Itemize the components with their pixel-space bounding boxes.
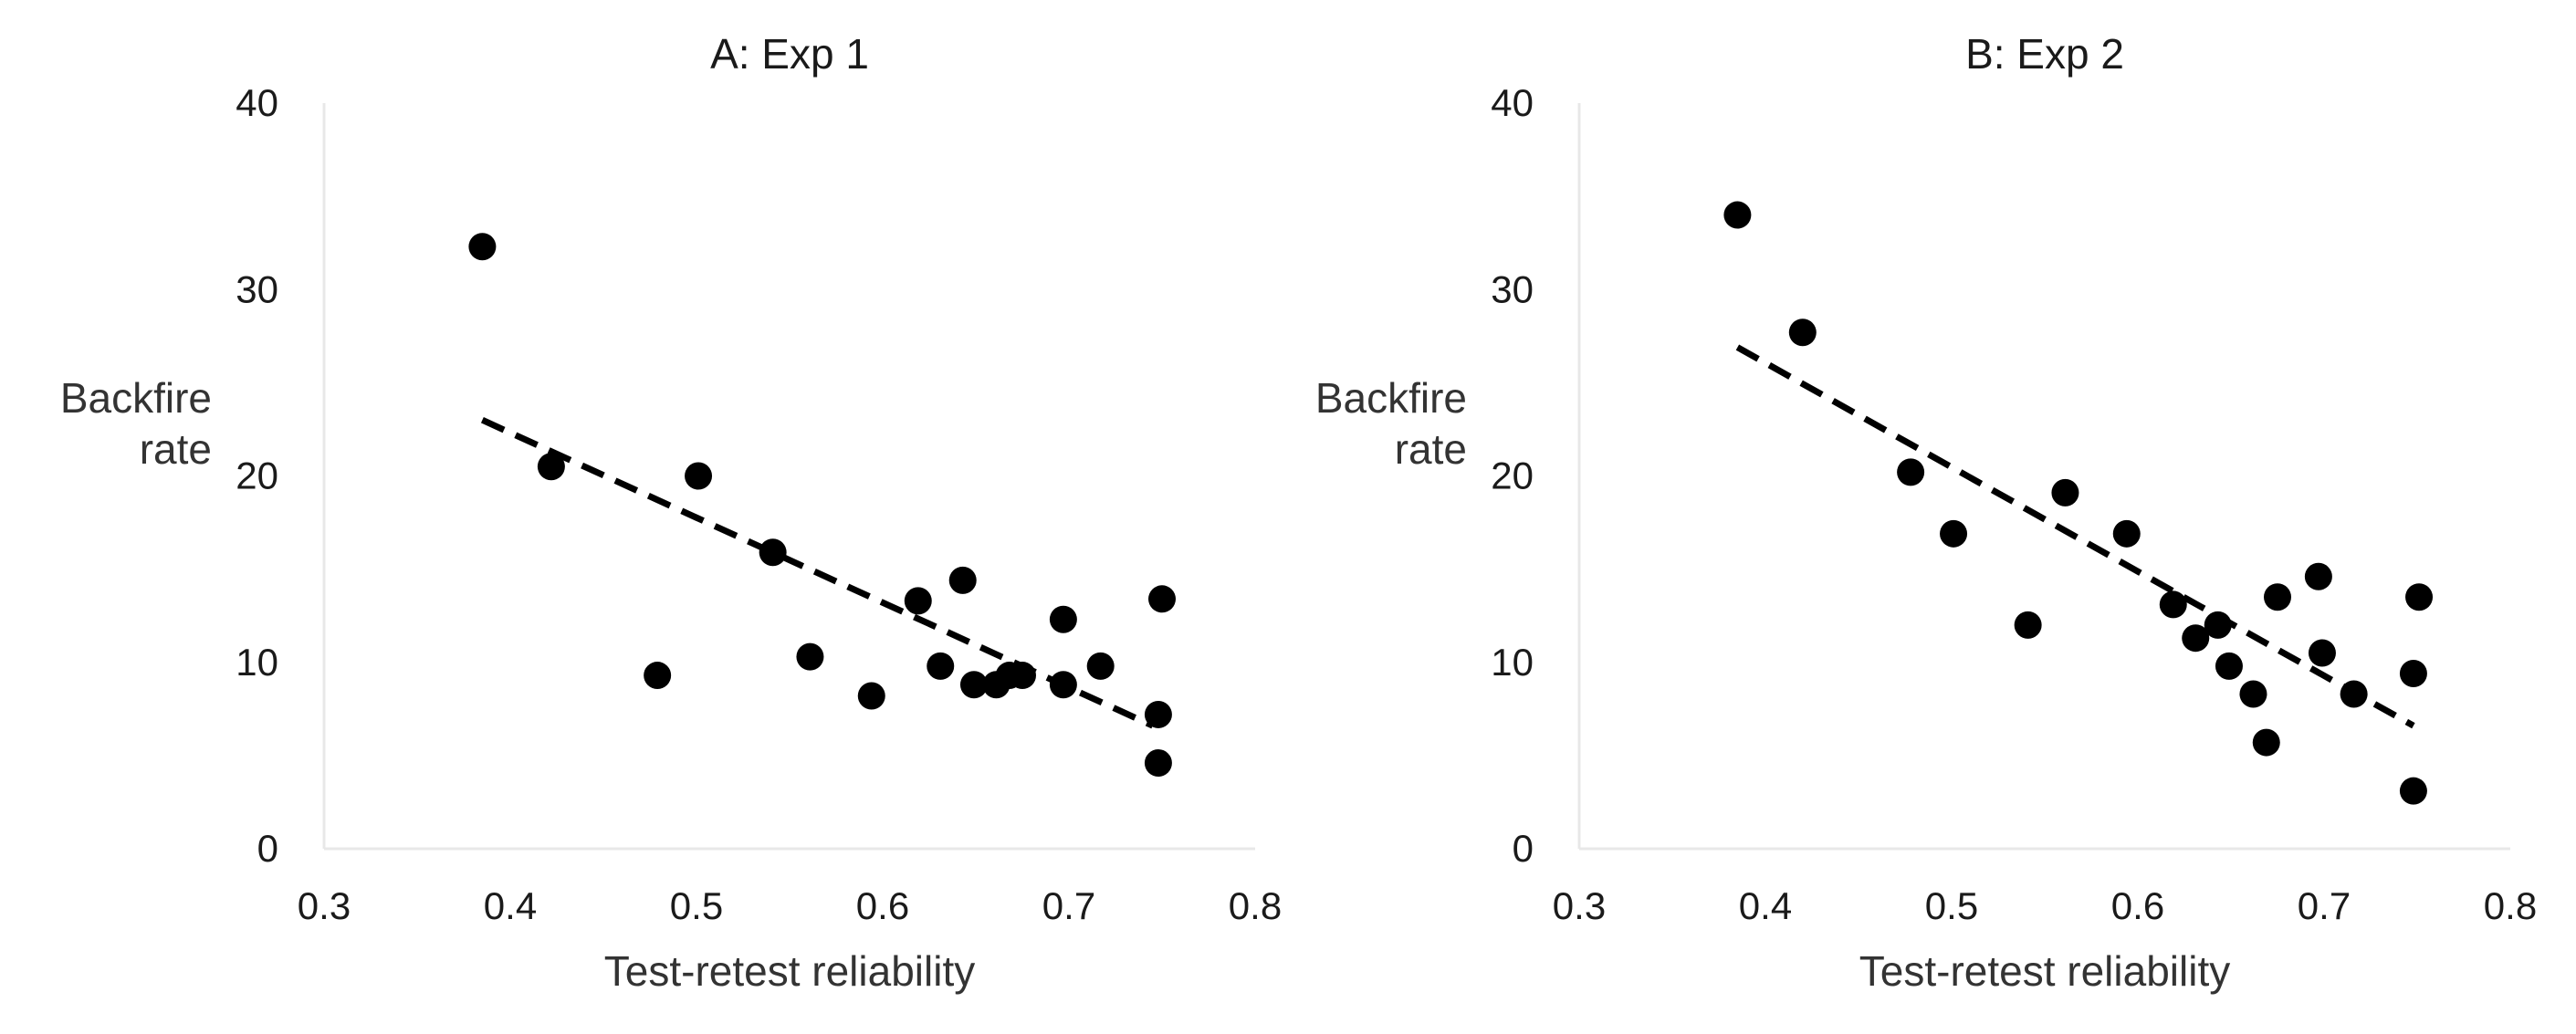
y-tick-label: 0: [257, 827, 278, 870]
panel-exp-1: 0 10 20 30 40 0.3 0.4 0.5 0.6 0.7 0.8 A: Exp 1 Test-…: [60, 30, 1282, 995]
data-point: [2399, 660, 2427, 688]
data-point: [857, 682, 885, 710]
data-point: [1723, 201, 1752, 229]
x-tick-label: 0.3: [1553, 884, 1606, 927]
data-point: [959, 671, 988, 699]
data-point: [1144, 700, 1172, 728]
data-point: [1049, 605, 1077, 633]
y-tick-label: 10: [236, 641, 278, 684]
y-tick-label: 30: [1491, 267, 1534, 310]
x-tick-label: 0.8: [2484, 884, 2537, 927]
data-point: [2264, 583, 2291, 611]
panel-title: A: Exp 1: [710, 30, 869, 78]
data-point: [2239, 680, 2267, 708]
data-point: [1049, 671, 1077, 699]
data-point: [2308, 639, 2336, 667]
data-point: [685, 462, 713, 490]
data-point: [904, 587, 932, 615]
data-point: [2399, 777, 2427, 805]
data-point: [1148, 585, 1176, 613]
data-point: [644, 662, 672, 690]
data-point: [2112, 519, 2141, 548]
x-tick-label: 0.7: [1042, 884, 1095, 927]
data-point: [2014, 611, 2042, 639]
data-point: [2051, 478, 2079, 507]
x-tick-label: 0.4: [484, 884, 537, 927]
data-point: [796, 642, 824, 671]
data-point: [1940, 519, 1968, 548]
data-point: [2340, 680, 2368, 708]
data-point: [759, 538, 787, 567]
trendline: [480, 417, 1155, 729]
data-point: [2304, 562, 2332, 590]
y-tick-label: 10: [1491, 641, 1534, 684]
data-point: [1897, 458, 1925, 486]
x-tick-label: 0.4: [1739, 884, 1792, 927]
x-axis-title: Test-retest reliability: [1859, 947, 2230, 995]
x-tick-label: 0.3: [298, 884, 351, 927]
x-axis-title: Test-retest reliability: [604, 947, 975, 995]
data-point: [1009, 662, 1036, 690]
y-axis-title: Backfire: [1315, 374, 1467, 422]
data-point: [2215, 652, 2243, 680]
data-point: [1788, 319, 1817, 347]
y-axis-title: Backfire: [60, 374, 212, 422]
y-tick-label: 40: [236, 81, 278, 124]
x-tick-label: 0.5: [670, 884, 723, 927]
data-point: [2405, 583, 2434, 611]
x-tick-label: 0.5: [1925, 884, 1978, 927]
x-tick-label: 0.7: [2298, 884, 2351, 927]
y-axis-title: rate: [1395, 425, 1467, 473]
panel-exp-2: 0 10 20 30 40 0.3 0.4 0.5 0.6 0.7 0.8 B: Exp 2 Test-…: [1315, 30, 2537, 995]
y-tick-label: 30: [236, 267, 278, 310]
y-tick-label: 40: [1491, 81, 1534, 124]
data-point: [468, 233, 497, 261]
trendline: [1735, 344, 2415, 729]
y-tick-label: 20: [1491, 454, 1534, 497]
data-point: [927, 652, 955, 680]
x-tick-label: 0.8: [1229, 884, 1282, 927]
y-axis-title: rate: [140, 425, 212, 473]
x-tick-label: 0.6: [856, 884, 909, 927]
data-point: [2159, 590, 2187, 619]
y-tick-label: 0: [1513, 827, 1534, 870]
panel-title: B: Exp 2: [1965, 30, 2124, 78]
data-point: [2182, 624, 2210, 653]
data-point: [2204, 611, 2232, 639]
x-tick-label: 0.6: [2111, 884, 2164, 927]
y-tick-label: 20: [236, 454, 278, 497]
data-point: [2252, 728, 2280, 757]
data-point: [1086, 652, 1115, 680]
data-point: [948, 566, 977, 594]
data-point: [1144, 749, 1172, 778]
data-point: [537, 453, 565, 481]
